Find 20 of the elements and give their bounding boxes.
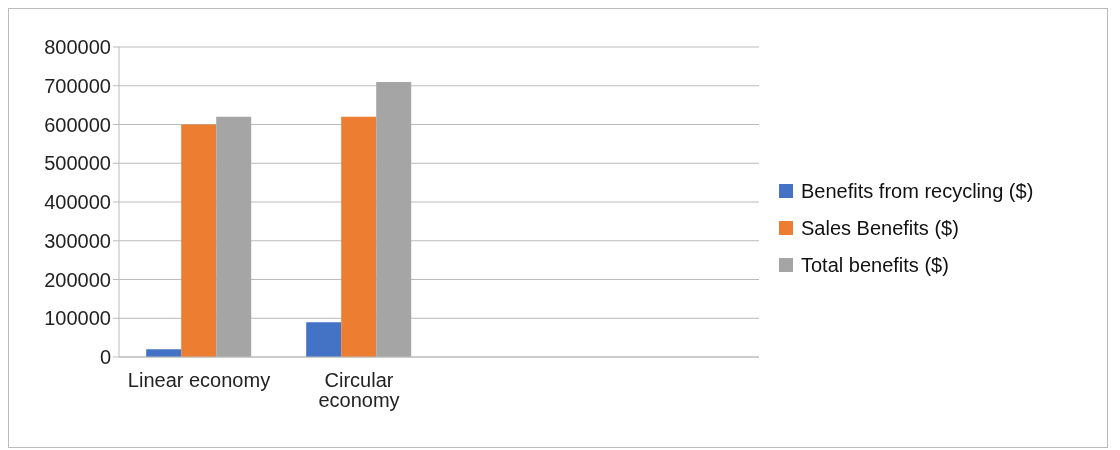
bar [146,349,182,357]
bar [216,116,252,357]
y-tick-label: 0 [99,346,111,369]
bar [376,81,412,357]
y-tick-label: 200000 [44,268,111,291]
x-tick-label: Linear economy [127,369,271,392]
legend-label: Benefits from recycling ($) [801,179,1034,203]
y-tick-label: 700000 [44,74,111,97]
y-tick-label: 800000 [44,36,111,59]
x-tick-label: Circular economy [318,369,400,412]
y-tick-label: 100000 [44,307,111,330]
bar [341,116,377,357]
legend-label: Sales Benefits ($) [801,216,959,240]
bar [181,124,217,357]
y-tick-label: 600000 [44,113,111,136]
y-tick-label: 400000 [44,191,111,214]
y-tick-label: 500000 [44,152,111,175]
bar [306,322,342,357]
legend-label: Total benefits ($) [801,253,949,277]
y-tick-label: 300000 [44,229,111,252]
